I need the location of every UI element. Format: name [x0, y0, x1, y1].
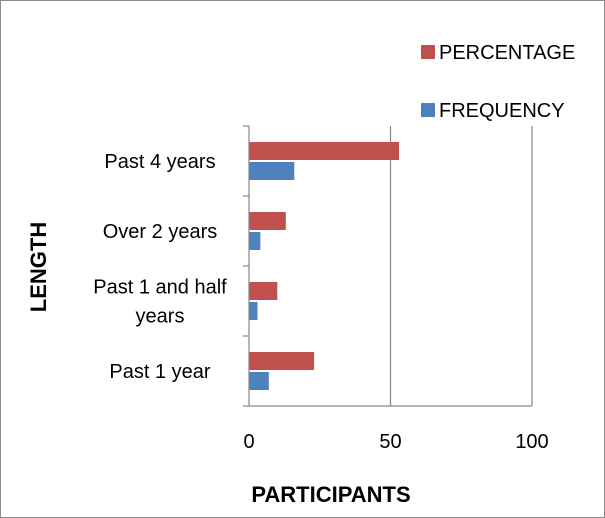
x-tick-labels: 0 50 100	[243, 431, 548, 453]
x-tick-label-0: 0	[243, 431, 254, 453]
bar-frequency-2	[249, 232, 261, 250]
bar-percentage-1	[249, 282, 278, 300]
legend-swatch-percentage	[421, 45, 435, 59]
x-tick-label-1: 50	[379, 431, 401, 453]
legend: PERCENTAGE FREQUENCY	[421, 42, 575, 122]
category-label-1: Past 1 and half years	[93, 277, 227, 328]
legend-label-percentage: PERCENTAGE	[439, 42, 575, 64]
legend-label-frequency: FREQUENCY	[439, 100, 565, 122]
bar-frequency-3	[249, 162, 295, 180]
y-axis-title: LENGTH	[26, 222, 51, 312]
bar-frequency-1	[249, 302, 258, 320]
category-label-0: Past 1 year	[109, 361, 211, 383]
category-labels: Past 1 year Past 1 and half years Over 2 ye…	[93, 151, 227, 383]
x-tick-label-2: 100	[515, 431, 548, 453]
bar-frequency-0	[249, 372, 269, 390]
bar-percentage-2	[249, 212, 286, 230]
x-axis-title: PARTICIPANTS	[251, 482, 410, 507]
legend-swatch-frequency	[421, 103, 435, 117]
bar-percentage-3	[249, 142, 399, 160]
axes	[243, 125, 532, 407]
bar-percentage-0	[249, 352, 315, 370]
gridlines	[389, 126, 533, 406]
bars	[249, 142, 399, 390]
category-label-2: Over 2 years	[103, 221, 217, 243]
category-label-3: Past 4 years	[104, 151, 215, 173]
